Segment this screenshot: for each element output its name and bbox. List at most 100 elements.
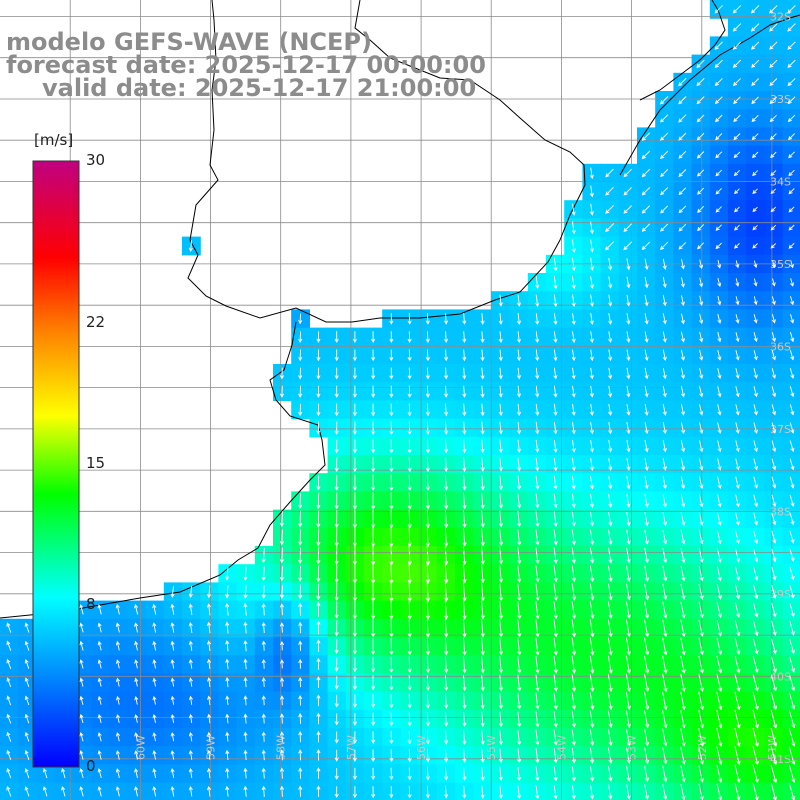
wind-arrow: [644, 349, 649, 362]
wind-arrow: [407, 785, 412, 799]
wind-arrow: [678, 96, 687, 105]
title-model: modelo GEFS-WAVE (NCEP): [6, 28, 372, 56]
wind-arrow: [659, 96, 669, 105]
wind-arrow: [462, 457, 467, 472]
wind-arrow: [188, 785, 193, 797]
wind-arrow: [498, 421, 503, 435]
wind-arrow: [225, 658, 230, 670]
wind-arrow: [279, 659, 285, 669]
wind-arrow: [714, 114, 723, 123]
wind-arrow: [771, 260, 776, 269]
wind-arrow: [407, 637, 412, 656]
wind-arrow: [644, 440, 649, 453]
wind-arrow: [115, 786, 120, 797]
wind-arrow: [608, 766, 613, 782]
wind-arrow: [371, 331, 376, 344]
wind-arrow: [298, 640, 303, 651]
wind-arrow: [699, 295, 704, 306]
wind-arrow: [261, 677, 266, 687]
wind-arrow: [571, 529, 577, 546]
wind-arrow: [298, 313, 303, 325]
wind-arrow: [462, 656, 467, 674]
wind-arrow: [425, 619, 431, 638]
wind-arrow: [770, 224, 777, 231]
wind-arrow: [152, 695, 157, 705]
wind-arrow: [571, 221, 576, 235]
wind-arrow: [389, 331, 394, 344]
wind-arrow: [608, 313, 613, 325]
wind-arrow: [298, 584, 303, 600]
wind-arrow: [316, 546, 321, 565]
wind-arrow: [717, 404, 722, 416]
wind-arrow: [6, 695, 12, 706]
wind-arrow: [517, 457, 522, 472]
wind-arrow: [480, 619, 485, 638]
wind-arrow: [389, 439, 394, 454]
wind-arrow: [571, 257, 576, 272]
wind-arrow: [769, 23, 778, 32]
wind-arrow: [425, 492, 431, 510]
wind-arrow: [789, 278, 795, 287]
wind-arrow: [6, 786, 12, 797]
wind-arrow: [771, 350, 777, 361]
wind-arrow: [589, 185, 594, 198]
wind-arrow: [717, 349, 722, 361]
wind-arrow: [261, 695, 266, 706]
wind-arrow: [626, 331, 631, 343]
wind-arrow: [678, 205, 687, 214]
wind-arrow: [225, 566, 230, 581]
wind-cell: [782, 455, 800, 474]
wind-arrow: [607, 601, 613, 620]
wind-arrow: [752, 746, 759, 766]
wind-arrow: [553, 747, 558, 764]
wind-arrow: [444, 711, 449, 727]
wind-arrow: [605, 186, 614, 196]
wind-arrow: [498, 692, 504, 710]
wind-arrow: [789, 404, 795, 416]
wind-arrow: [752, 709, 759, 729]
wind-arrow: [787, 41, 796, 50]
wind-arrow: [589, 583, 595, 601]
wind-arrow: [662, 784, 668, 800]
wind-arrow: [97, 768, 102, 779]
wind-arrow: [352, 638, 357, 655]
wind-arrow: [608, 493, 613, 508]
wind-arrow: [788, 151, 795, 159]
wind-arrow: [753, 476, 759, 489]
wind-arrow: [170, 586, 175, 598]
wind-arrow: [771, 638, 777, 655]
wind-arrow: [425, 331, 430, 344]
wind-arrow: [680, 565, 686, 582]
wind-arrow: [644, 673, 650, 693]
wind-arrow: [279, 749, 285, 761]
wind-arrow: [480, 492, 485, 510]
wind-arrow: [279, 511, 284, 528]
wind-arrow: [735, 404, 740, 416]
longitude-label: 57W: [345, 735, 358, 760]
wind-cell: [782, 291, 800, 310]
wind-arrow: [188, 640, 193, 651]
wind-arrow: [589, 729, 595, 746]
wind-arrow: [678, 187, 687, 196]
wind-arrow: [444, 582, 449, 602]
wind-arrow: [298, 712, 303, 724]
wind-arrow: [334, 331, 339, 344]
wind-arrow: [734, 691, 741, 711]
wind-arrow: [717, 440, 722, 453]
wind-arrow: [662, 367, 667, 380]
wind-arrow: [753, 494, 759, 508]
wind-arrow: [680, 440, 686, 453]
wind-arrow: [535, 421, 540, 435]
wind-arrow: [425, 545, 431, 566]
wind-arrow: [425, 674, 431, 691]
wind-arrow: [623, 241, 633, 251]
wind-arrow: [6, 713, 12, 724]
wind-arrow: [444, 349, 449, 362]
wind-arrow: [589, 619, 595, 638]
wind-arrow: [535, 331, 540, 344]
wind-arrow: [535, 349, 540, 362]
wind-arrow: [716, 728, 723, 747]
wind-arrow: [553, 439, 558, 453]
wind-arrow: [734, 206, 740, 213]
wind-cell: [782, 673, 800, 693]
